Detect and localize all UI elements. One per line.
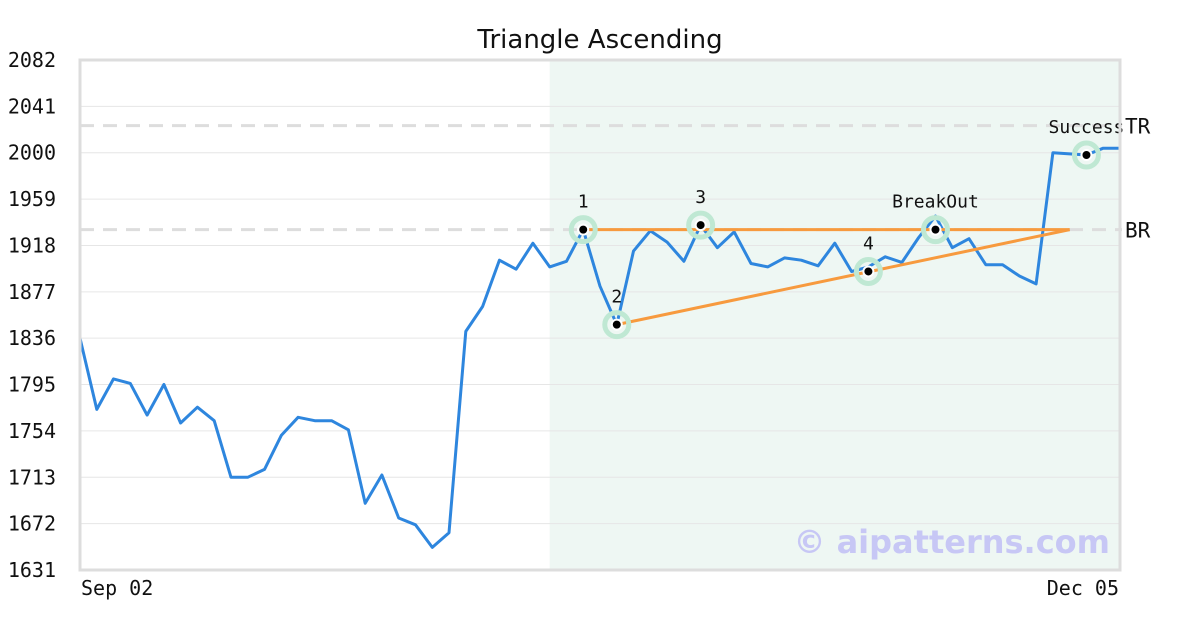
chart-title: Triangle Ascending <box>476 25 722 55</box>
y-tick-label: 1877 <box>8 280 56 304</box>
pattern-point-dot <box>929 223 942 236</box>
pattern-point-ring <box>1071 140 1101 170</box>
pattern-point-ring <box>602 310 632 340</box>
x-tick-label: Sep 02 <box>81 576 153 600</box>
pattern-region <box>549 60 1120 570</box>
pattern-point-label: 3 <box>695 187 706 208</box>
pattern-point-ring <box>686 210 716 240</box>
level-lines: TR BR <box>80 115 1151 243</box>
y-tick-label: 1918 <box>8 233 56 257</box>
y-tick-label: 1836 <box>8 326 56 350</box>
pattern-points: 1 2 3 4 BreakOut Success <box>568 117 1125 340</box>
y-tick-label: 1672 <box>8 512 56 536</box>
pattern-point-label: 2 <box>611 287 622 308</box>
pattern-point-dot <box>694 219 707 232</box>
pattern-point-dot <box>862 265 875 278</box>
y-tick-label: 1795 <box>8 373 56 397</box>
y-tick-label: 2082 <box>8 48 56 72</box>
watermark: © aipatterns.com <box>793 523 1110 561</box>
y-tick-label: 1959 <box>8 187 56 211</box>
y-tick-label: 2000 <box>8 141 56 165</box>
y-tick-label: 2041 <box>8 94 56 118</box>
x-tick-label: Dec 05 <box>1047 576 1119 600</box>
level-label: BR <box>1125 219 1151 243</box>
y-tick-label: 1631 <box>8 558 56 582</box>
pattern-point-label: 4 <box>863 233 874 254</box>
pattern-point-label: 1 <box>578 192 589 213</box>
pattern-point-ring <box>920 215 950 245</box>
level-label: TR <box>1125 115 1151 139</box>
pattern-point-ring <box>568 215 598 245</box>
pattern-point-label: BreakOut <box>892 192 979 213</box>
trend-line <box>616 228 1070 327</box>
x-axis-ticks: Sep 02 Dec 05 <box>81 576 1119 600</box>
pattern-point-dot <box>577 223 590 236</box>
y-axis-ticks: 2082 2041 2000 1959 1918 1877 1836 1795 1754 1713… <box>8 48 56 582</box>
pattern-point-dot <box>1080 148 1093 161</box>
pattern-point-ring <box>853 256 883 286</box>
y-tick-label: 1754 <box>8 419 56 443</box>
pattern-point-label: Success <box>1049 117 1125 138</box>
pattern-point-dot <box>610 318 623 331</box>
plot-frame <box>78 58 1122 572</box>
trend-lines <box>583 228 1070 327</box>
y-tick-label: 1713 <box>8 465 56 489</box>
